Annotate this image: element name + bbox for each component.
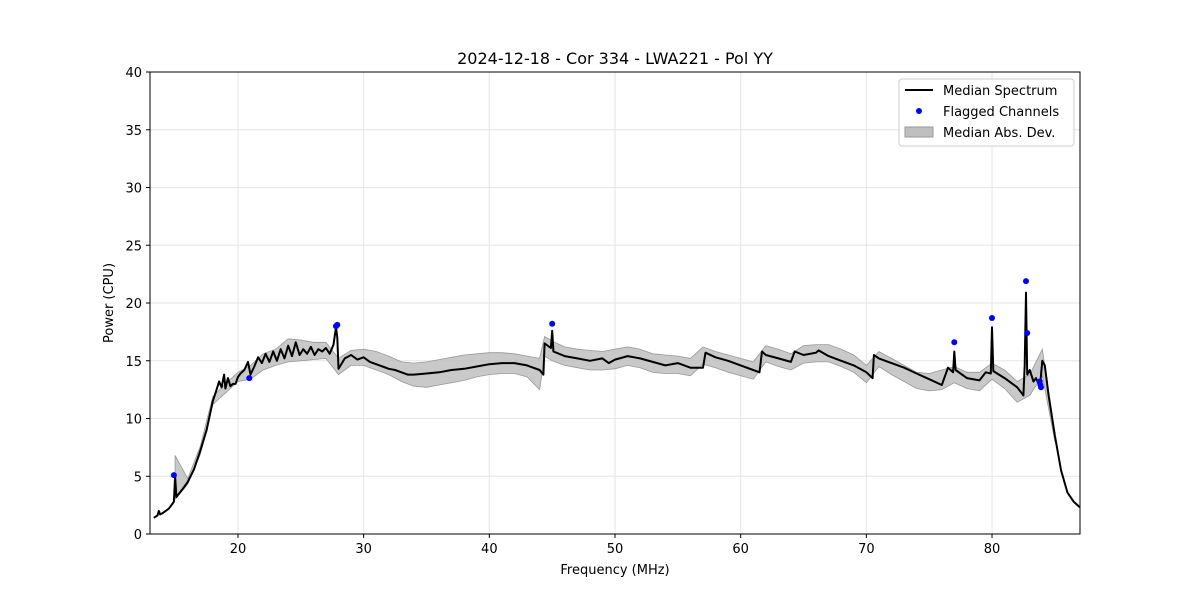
- x-tick-label: 70: [858, 542, 875, 557]
- x-tick-label: 20: [230, 542, 247, 557]
- flagged-channel-point: [1024, 330, 1031, 336]
- flagged-points-layer: [170, 278, 1044, 479]
- y-tick-label: 30: [125, 182, 142, 197]
- x-axis-ticks: 20 30 40 50 60 70 80: [230, 534, 1001, 557]
- legend: Median Spectrum Flagged Channels Median …: [898, 78, 1075, 147]
- y-tick-label: 10: [125, 413, 142, 428]
- mad-band: [174, 335, 1056, 501]
- x-tick-label: 30: [355, 542, 372, 557]
- y-axis-label: Power (CPU): [102, 263, 117, 343]
- median-line-layer: [153, 291, 1081, 519]
- y-tick-label: 40: [125, 66, 142, 81]
- flagged-channel-point: [951, 339, 958, 346]
- flagged-channel-point: [170, 472, 177, 479]
- x-tick-label: 60: [732, 542, 749, 557]
- legend-box: [898, 78, 1075, 147]
- flagged-channel-point: [549, 320, 556, 327]
- flagged-channel-point: [1023, 278, 1029, 285]
- x-axis-label: Frequency (MHz): [560, 563, 669, 578]
- legend-mad-swatch: [904, 126, 934, 138]
- y-axis-ticks: 0 5 10 15 20 25 30 35 40: [125, 66, 150, 543]
- mad-band-layer: [174, 335, 1056, 501]
- flagged-channel-point: [334, 321, 341, 328]
- x-tick-label: 80: [984, 542, 1001, 557]
- y-tick-label: 20: [125, 297, 142, 312]
- x-tick-label: 40: [481, 542, 498, 557]
- legend-mad-label: Median Abs. Dev.: [943, 126, 1055, 141]
- y-tick-label: 5: [134, 470, 142, 485]
- flagged-channel-point: [989, 315, 995, 321]
- chart-title: 2024-12-18 - Cor 334 - LWA221 - Pol YY: [457, 49, 773, 68]
- legend-flagged-label: Flagged Channels: [943, 105, 1059, 120]
- legend-median-label: Median Spectrum: [943, 84, 1057, 99]
- median-spectrum-line: [153, 291, 1081, 519]
- y-tick-label: 35: [125, 124, 142, 139]
- flagged-channel-point: [246, 375, 253, 382]
- y-tick-label: 25: [125, 239, 142, 254]
- y-tick-label: 0: [134, 528, 142, 543]
- y-tick-label: 15: [125, 355, 142, 370]
- legend-flagged-swatch: [916, 108, 922, 114]
- x-tick-label: 50: [607, 542, 624, 557]
- flagged-channel-point: [1038, 384, 1044, 391]
